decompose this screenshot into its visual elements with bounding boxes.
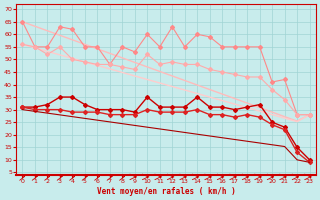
X-axis label: Vent moyen/en rafales ( km/h ): Vent moyen/en rafales ( km/h ) xyxy=(97,187,236,196)
